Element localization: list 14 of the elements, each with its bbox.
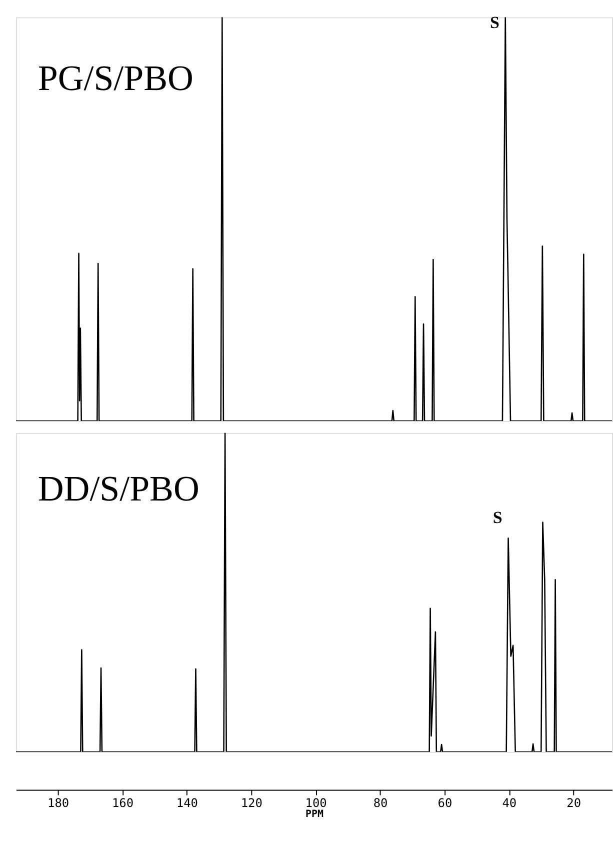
x-tick-label: 160 [112, 796, 134, 810]
text: DD/S/PBO [38, 468, 200, 509]
annotation: S [490, 13, 500, 32]
x-tick-label: 40 [502, 796, 517, 810]
x-tick-label: 140 [176, 796, 198, 810]
x-tick-label: 100 [305, 796, 327, 810]
text: PG/S/PBO [38, 58, 194, 98]
x-tick-label: 180 [48, 796, 70, 810]
x-tick-label: 60 [438, 796, 452, 810]
x-tick-label: 80 [373, 796, 388, 810]
annotation: S [492, 508, 502, 528]
x-axis-title: PPM [305, 809, 324, 820]
x-tick-label: 120 [240, 796, 262, 810]
x-tick-label: 20 [566, 796, 582, 810]
